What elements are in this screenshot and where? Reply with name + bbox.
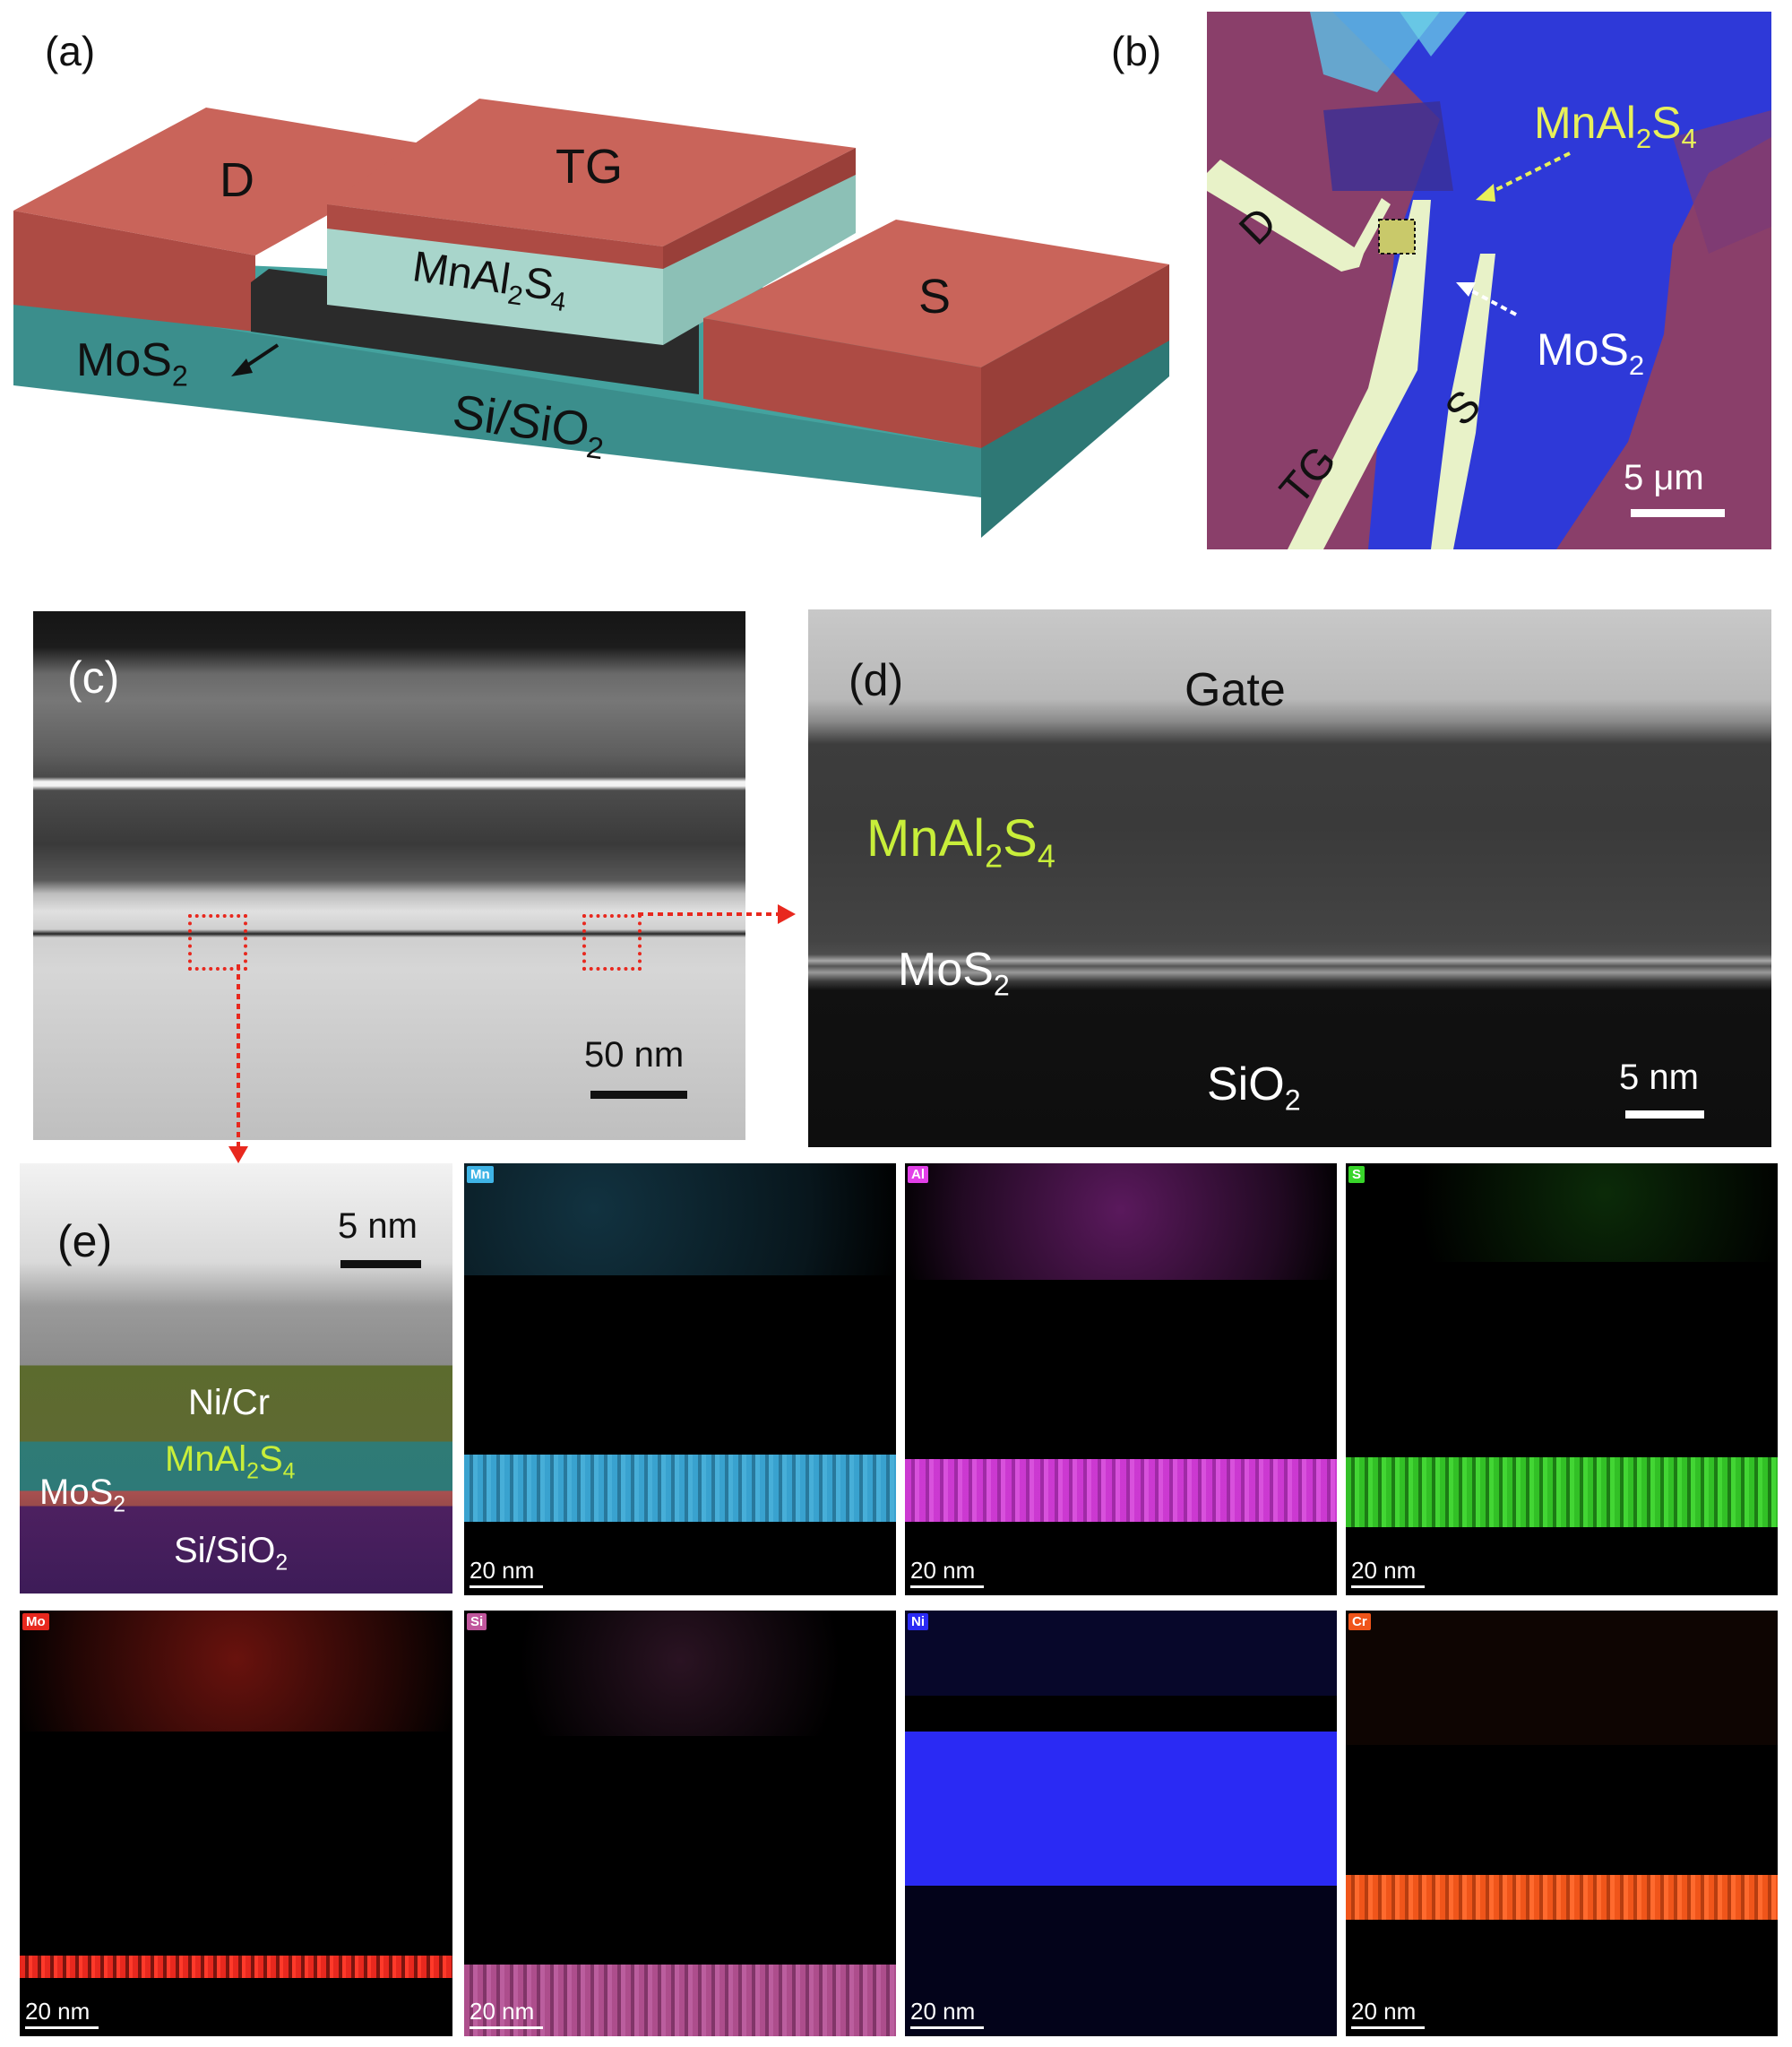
- eds-map-cr: Cr 20 nm: [1346, 1611, 1778, 2036]
- element-tag-s: S: [1348, 1166, 1366, 1183]
- scale-bar-al: [910, 1585, 984, 1588]
- scale-label-ni: 20 nm: [910, 1998, 976, 2025]
- substrate-front-face: [13, 296, 981, 497]
- element-tag-si: Si: [467, 1613, 487, 1630]
- dielectric-pointer-arrow: [1484, 151, 1571, 197]
- scale-bar-ni: [910, 2026, 984, 2029]
- scale-label-d: 5 nm: [1619, 1058, 1699, 1097]
- dielectric-side: [663, 175, 856, 345]
- scale-label-mo: 20 nm: [25, 1998, 90, 2025]
- haadf-image-e: (e) 5 nm Ni/Cr MnAl2S4 MoS2 Si/SiO2: [20, 1163, 452, 1594]
- dielectric-label-d: MnAl2S4: [866, 809, 1055, 875]
- drain-electrode: [1207, 160, 1364, 272]
- top-gate-top: [327, 99, 856, 246]
- element-tag-al: Al: [908, 1166, 928, 1183]
- mos2-pointer-arrow-b: [1463, 285, 1517, 316]
- scale-label-si: 20 nm: [470, 1998, 535, 2025]
- metal-label-e: Ni/Cr: [188, 1383, 271, 1422]
- panel-a: (a) D TG S MnAl2S4 MoS2 Si/Si: [0, 0, 1201, 556]
- channel-label-d: MoS2: [898, 944, 1010, 1002]
- scale-label-cr: 20 nm: [1351, 1998, 1417, 2025]
- optical-image: [1207, 12, 1771, 549]
- panel-e-label: (e): [57, 1216, 113, 1266]
- scale-bar-d: [1625, 1110, 1704, 1119]
- scale-bar-mn: [470, 1585, 543, 1588]
- scale-bar-b: [1631, 509, 1725, 517]
- scale-bar-si: [470, 2026, 543, 2029]
- panel-b-label: (b): [1111, 28, 1162, 74]
- tem-image-c: (c) 50 nm: [33, 611, 745, 1140]
- scale-label-c: 50 nm: [584, 1035, 685, 1075]
- tem-image-d: (d) Gate MnAl2S4 MoS2 SiO2 5 nm: [808, 609, 1771, 1147]
- scale-bar-e: [340, 1260, 421, 1268]
- element-tag-mo: Mo: [22, 1613, 49, 1630]
- source-front: [703, 318, 981, 448]
- panel-c-label: (c): [67, 652, 120, 703]
- channel-region-box: [1378, 219, 1416, 255]
- eds-map-ni: Ni 20 nm: [905, 1611, 1337, 2036]
- dielectric-label-b: MnAl2S4: [1534, 98, 1697, 154]
- element-tag-ni: Ni: [908, 1613, 928, 1630]
- source-top: [703, 220, 1169, 367]
- optical-micrograph: D TG S MnAl2S4 MoS2 5 μm: [1207, 12, 1771, 549]
- eds-map-si: Si 20 nm: [464, 1611, 896, 2036]
- channel-label-e: MoS2: [39, 1473, 126, 1517]
- element-tag-mn: Mn: [467, 1166, 494, 1183]
- channel-label: MoS2: [76, 334, 188, 393]
- scale-label-al: 20 nm: [910, 1557, 976, 1584]
- eds-map-s: S 20 nm: [1346, 1163, 1778, 1595]
- scale-label-e: 5 nm: [338, 1206, 418, 1246]
- scale-bar-mo: [25, 2026, 99, 2029]
- eds-map-mn: Mn 20 nm: [464, 1163, 896, 1595]
- eds-map-mo: Mo 20 nm: [20, 1611, 452, 2036]
- drain-top: [13, 108, 448, 255]
- zoom-box-right: [582, 914, 642, 971]
- device-schematic: [13, 99, 1169, 538]
- dielectric-label-e: MnAl2S4: [165, 1439, 296, 1484]
- source-side: [981, 264, 1169, 448]
- drain-label: D: [220, 153, 254, 207]
- substrate-label-d: SiO2: [1207, 1058, 1301, 1117]
- substrate-label-e: Si/SiO2: [174, 1531, 289, 1576]
- scale-bar-s: [1351, 1585, 1425, 1588]
- channel-label-b: MoS2: [1537, 324, 1645, 381]
- top-gate-front: [327, 204, 663, 269]
- scale-label-s: 20 nm: [1351, 1557, 1417, 1584]
- zoom-box-left: [188, 914, 247, 971]
- panel-d-label: (d): [849, 655, 904, 705]
- panel-a-label: (a): [45, 28, 96, 74]
- top-gate-electrode: [1288, 200, 1431, 549]
- top-gate-side: [663, 148, 856, 269]
- source-label: S: [918, 270, 952, 324]
- scale-label-mn: 20 nm: [470, 1557, 535, 1584]
- element-tag-cr: Cr: [1348, 1613, 1371, 1630]
- gate-label: Gate: [1185, 664, 1286, 716]
- source-electrode: [1431, 254, 1495, 549]
- scale-bar-c: [590, 1091, 687, 1099]
- scale-bar-cr: [1351, 2026, 1425, 2029]
- drain-front: [13, 211, 255, 332]
- eds-map-al: Al 20 nm: [905, 1163, 1337, 1595]
- top-gate-label: TG: [556, 140, 623, 194]
- scale-label-b: 5 μm: [1624, 458, 1704, 497]
